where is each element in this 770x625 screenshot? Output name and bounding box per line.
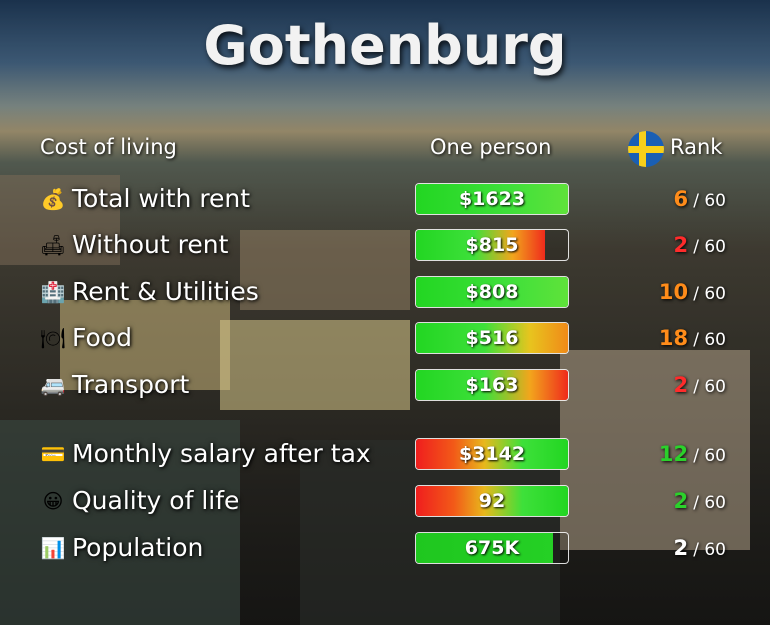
stat-label: Monthly salary after tax: [72, 439, 371, 468]
sweden-flag-icon: [628, 131, 664, 167]
rank-number: 2: [673, 489, 689, 513]
value-text: $516: [465, 327, 519, 349]
stat-label: Transport: [72, 370, 190, 399]
value-bar-fill: [416, 184, 568, 214]
header-rank: Rank: [670, 135, 723, 159]
rank: 10 / 60: [620, 275, 726, 311]
background-building: [560, 350, 750, 550]
background-plaza: [0, 420, 240, 625]
value-bar: $516: [415, 322, 569, 354]
value-bar-fill: [416, 486, 568, 516]
background-building: [60, 300, 230, 390]
stat-row: 😀 Quality of life 92 2 / 60: [0, 484, 770, 518]
rank-number: 6: [673, 187, 689, 211]
rank: 12 / 60: [620, 437, 726, 473]
rank-number: 2: [673, 233, 689, 257]
rank: 2 / 60: [620, 531, 726, 567]
rank-total: / 60: [693, 540, 726, 560]
value-bar-fill: [416, 277, 568, 307]
value-bar: 92: [415, 485, 569, 517]
city-title: Gothenburg: [203, 14, 567, 77]
rank: 2 / 60: [620, 228, 726, 264]
background-building: [240, 230, 410, 310]
value-bar-fill: [416, 230, 546, 260]
value-bar: $815: [415, 229, 569, 261]
rank-total: / 60: [693, 330, 726, 350]
rank-number: 18: [658, 326, 689, 350]
value-bar: $808: [415, 276, 569, 308]
rank-total: / 60: [693, 377, 726, 397]
value-bar-fill: [416, 323, 568, 353]
value-bar-fill: [416, 439, 568, 469]
building-icon: 🏥: [40, 280, 66, 304]
rank-number: 12: [658, 442, 689, 466]
value-bar: $3142: [415, 438, 569, 470]
value-bar: 675K: [415, 532, 569, 564]
rank-total: / 60: [693, 191, 726, 211]
stat-label: Population: [72, 533, 204, 562]
background-building: [220, 320, 410, 410]
header-category: Cost of living: [40, 135, 177, 159]
stat-label: Rent & Utilities: [72, 277, 259, 306]
value-bar-fill: [416, 533, 553, 563]
stat-row: 🛋 Without rent $815 2 / 60: [0, 228, 770, 262]
rank: 18 / 60: [620, 321, 726, 357]
stat-label: Without rent: [72, 230, 229, 259]
rank-total: / 60: [693, 493, 726, 513]
van-icon: 🚐: [40, 373, 66, 397]
background-building: [0, 175, 120, 265]
stat-row: 🍽 Food $516 18 / 60: [0, 321, 770, 355]
value-bar: $1623: [415, 183, 569, 215]
stat-row: 🏥 Rent & Utilities $808 10 / 60: [0, 275, 770, 309]
header-value: One person: [430, 135, 552, 159]
stat-row: 💰 Total with rent $1623 6 / 60: [0, 182, 770, 216]
value-bar-fill: [416, 370, 568, 400]
rank: 2 / 60: [620, 368, 726, 404]
rank: 6 / 60: [620, 182, 726, 218]
rank-total: / 60: [693, 237, 726, 257]
stat-row: 🚐 Transport $163 2 / 60: [0, 368, 770, 402]
stat-row: 📊 Population 675K 2 / 60: [0, 531, 770, 565]
smiley-icon: 😀: [42, 489, 64, 513]
value-text: $163: [465, 374, 519, 396]
rank-number: 2: [673, 536, 689, 560]
value-text: $815: [465, 234, 519, 256]
rank: 2 / 60: [620, 484, 726, 520]
stat-label: Food: [72, 323, 132, 352]
value-text: $1623: [458, 188, 526, 210]
rank-number: 10: [658, 280, 689, 304]
plate-icon: 🍽: [40, 326, 66, 350]
value-text: $3142: [458, 443, 526, 465]
value-text: $808: [465, 281, 519, 303]
value-bar: $163: [415, 369, 569, 401]
value-text: 92: [478, 490, 506, 512]
stat-label: Total with rent: [72, 184, 251, 213]
card-icon: 💳: [40, 442, 66, 466]
rank-total: / 60: [693, 446, 726, 466]
money-bag-icon: 💰: [40, 187, 66, 211]
stat-row: 💳 Monthly salary after tax $3142 12 / 60: [0, 437, 770, 471]
rank-number: 2: [673, 373, 689, 397]
value-text: 675K: [464, 537, 520, 559]
chart-icon: 📊: [40, 536, 66, 560]
stat-label: Quality of life: [72, 486, 240, 515]
couch-icon: 🛋: [40, 233, 66, 257]
rank-total: / 60: [693, 284, 726, 304]
